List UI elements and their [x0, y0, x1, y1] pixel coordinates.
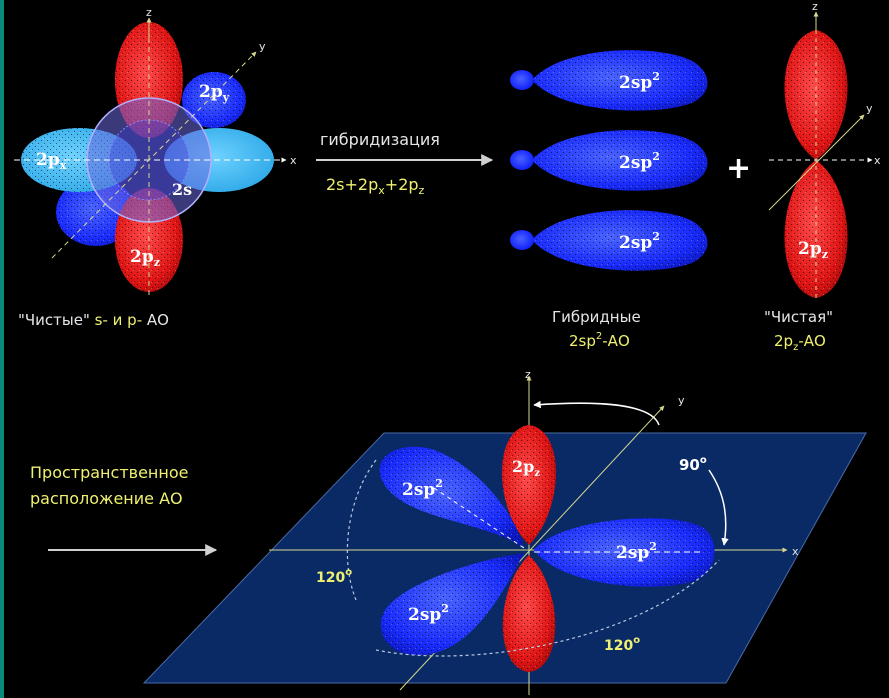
axis-label-z-right: z — [812, 0, 818, 13]
svg-text:2sp2: 2sp2 — [619, 70, 660, 93]
angle-label-120-bottom: 120o — [604, 635, 640, 654]
axis-label-z-bottom: z — [525, 368, 531, 381]
caption-pure-orbitals: "Чистые" s- и p- АО — [18, 311, 169, 329]
label-pure-2pz: 2pz — [798, 239, 828, 261]
bottom-sp2-lobe-upper-left — [379, 446, 524, 548]
axis-label-x-bottom: x — [792, 545, 799, 558]
svg-text:2sp2: 2sp2 — [619, 150, 660, 173]
caption-pure-p-line1: "Чистая" — [764, 308, 833, 326]
caption-spatial-line2: расположение АО — [30, 489, 183, 508]
caption-hybrid-line1: Гибридные — [552, 308, 641, 326]
hybridization-formula: 2s+2px+2pz — [326, 175, 425, 197]
angle-label-120-left: 120o — [316, 567, 352, 586]
plus-sign: + — [726, 151, 751, 186]
label-2pz: 2pz — [130, 247, 160, 269]
hybrid-orbital-1: 2sp2 — [510, 50, 708, 111]
bottom-label-sp2-right: 2sp2 — [616, 540, 657, 563]
axis-label-x-top-left: x — [290, 154, 297, 167]
label-2py: 2py — [199, 82, 230, 104]
bottom-label-sp2-lower: 2sp2 — [408, 602, 449, 625]
angle-arc-90-b — [708, 469, 729, 546]
hybridization-label: гибридизация — [320, 130, 440, 149]
hybrid-orbital-3: 2sp2 — [510, 210, 708, 271]
pure-orbitals-group — [14, 17, 287, 295]
label-2px: 2px — [36, 150, 67, 172]
angle-arc-90-a — [533, 400, 660, 426]
bottom-label-sp2-upper: 2sp2 — [402, 477, 443, 500]
hybrid-label-1: 2sp — [619, 73, 652, 93]
hybrid-orbital-2: 2sp2 — [510, 130, 708, 191]
caption-hybrid-line2: 2sp2-АО — [569, 331, 630, 350]
bottom-sp2-lobe-right — [534, 518, 715, 587]
axis-label-z-top-left: z — [146, 6, 152, 19]
bottom-sp2-lobe-lower-left — [380, 553, 524, 656]
caption-spatial-line1: Пространственное — [30, 463, 188, 482]
caption-pure-p-line2: 2pz-АО — [774, 332, 826, 353]
axis-label-x-right: x — [874, 154, 881, 167]
label-2s: 2s — [172, 180, 192, 199]
angle-label-90: 90o — [679, 455, 707, 474]
hybridization-diagram: 2py 2px 2s 2pz z x y "Чистые" s- и p- АО… — [14, 0, 881, 695]
svg-text:2sp2: 2sp2 — [619, 230, 660, 253]
axis-label-y-bottom: y — [678, 394, 685, 407]
hybrid-label-2: 2sp — [619, 153, 652, 173]
bottom-label-2pz: 2pz — [512, 457, 540, 479]
hybrid-label-3: 2sp — [619, 233, 652, 253]
axis-label-y-right: y — [866, 102, 873, 115]
pure-2pz-orbital — [768, 11, 873, 298]
axis-label-y-top-left: y — [259, 40, 266, 53]
bottom-2pz-orbital — [501, 425, 557, 672]
angle-arc-120-bottom — [375, 559, 720, 657]
